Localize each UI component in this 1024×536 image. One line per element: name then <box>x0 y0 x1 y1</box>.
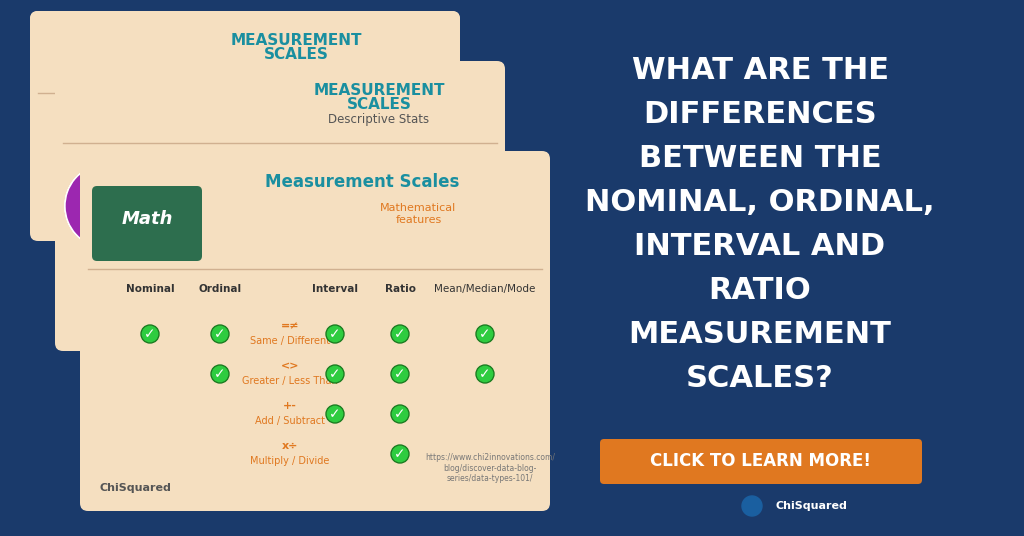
Text: ✓: ✓ <box>394 367 406 381</box>
FancyBboxPatch shape <box>30 11 460 241</box>
Circle shape <box>391 405 409 423</box>
Text: ✓: ✓ <box>214 327 225 341</box>
Circle shape <box>326 325 344 343</box>
Text: Descriptive Stats: Descriptive Stats <box>329 113 429 126</box>
Text: WHAT ARE THE: WHAT ARE THE <box>632 56 889 85</box>
Circle shape <box>326 365 344 383</box>
Circle shape <box>476 325 494 343</box>
Text: Nominal: Nominal <box>126 284 174 294</box>
Wedge shape <box>65 164 106 230</box>
Circle shape <box>742 496 762 516</box>
Text: ChiSquared: ChiSquared <box>775 501 847 511</box>
Text: RATIO: RATIO <box>709 276 811 305</box>
Wedge shape <box>67 164 150 248</box>
Text: SCALES: SCALES <box>264 47 329 62</box>
Text: <>: <> <box>281 361 299 371</box>
Text: Nominal: Nominal <box>227 159 273 169</box>
Text: ✓: ✓ <box>479 367 490 381</box>
Circle shape <box>392 366 408 382</box>
Circle shape <box>212 326 227 341</box>
Circle shape <box>328 326 343 341</box>
Circle shape <box>477 366 493 382</box>
Circle shape <box>212 366 227 382</box>
Text: Interval & Ratio: Interval & Ratio <box>288 111 375 121</box>
FancyBboxPatch shape <box>92 186 202 261</box>
Text: Ordinal: Ordinal <box>290 159 331 169</box>
Circle shape <box>391 445 409 463</box>
FancyBboxPatch shape <box>600 439 922 484</box>
Text: BETWEEN THE: BETWEEN THE <box>639 144 882 173</box>
Text: Math: Math <box>121 210 173 227</box>
Text: Same / Different: Same / Different <box>250 336 330 346</box>
Text: x÷: x÷ <box>282 441 298 451</box>
Circle shape <box>142 326 158 341</box>
Circle shape <box>328 366 343 382</box>
Text: Multiply / Divide: Multiply / Divide <box>250 456 330 466</box>
Circle shape <box>211 365 229 383</box>
Text: SCALES?: SCALES? <box>686 364 834 393</box>
Text: Mean/Median/Mode: Mean/Median/Mode <box>434 284 536 294</box>
Text: Mathematical
features: Mathematical features <box>380 203 457 225</box>
Text: ✓: ✓ <box>144 327 156 341</box>
Circle shape <box>211 325 229 343</box>
Text: Ordinal: Ordinal <box>199 284 242 294</box>
Text: CLICK TO LEARN MORE!: CLICK TO LEARN MORE! <box>650 451 871 470</box>
Circle shape <box>328 406 343 422</box>
Circle shape <box>391 365 409 383</box>
Circle shape <box>392 406 408 422</box>
Text: SCALES: SCALES <box>346 97 412 112</box>
Circle shape <box>141 325 159 343</box>
FancyBboxPatch shape <box>30 11 460 91</box>
Text: Greater / Less Than: Greater / Less Than <box>242 376 338 386</box>
FancyBboxPatch shape <box>55 61 505 351</box>
Text: ✓: ✓ <box>214 367 225 381</box>
Text: MEASUREMENT: MEASUREMENT <box>230 33 362 48</box>
Text: NOMINAL, ORDINAL,: NOMINAL, ORDINAL, <box>585 188 935 217</box>
Text: ✓: ✓ <box>330 407 341 421</box>
Text: MEASUREMENT: MEASUREMENT <box>313 83 444 98</box>
Text: ✓: ✓ <box>479 327 490 341</box>
Text: Ratio: Ratio <box>384 284 416 294</box>
Circle shape <box>392 326 408 341</box>
Text: ✓: ✓ <box>394 327 406 341</box>
Text: DIFFERENCES: DIFFERENCES <box>643 100 877 129</box>
Circle shape <box>391 325 409 343</box>
Wedge shape <box>65 164 150 248</box>
Text: Pie Chart: Pie Chart <box>83 258 131 268</box>
Text: Graphs: Graphs <box>275 63 317 76</box>
Text: Measurement Scales: Measurement Scales <box>265 173 459 191</box>
Text: Interval: Interval <box>388 159 431 169</box>
Circle shape <box>326 405 344 423</box>
Text: ✓: ✓ <box>330 327 341 341</box>
Wedge shape <box>65 164 150 248</box>
Circle shape <box>477 326 493 341</box>
Text: Interval: Interval <box>312 284 358 294</box>
Circle shape <box>476 365 494 383</box>
Text: Ratio: Ratio <box>456 159 484 169</box>
Text: ✓: ✓ <box>394 447 406 461</box>
Text: +-: +- <box>283 401 297 411</box>
Text: INTERVAL AND: INTERVAL AND <box>635 232 886 261</box>
Text: ✓: ✓ <box>394 407 406 421</box>
Circle shape <box>392 446 408 461</box>
Text: Add / Subtract: Add / Subtract <box>255 416 325 426</box>
Text: Nominal & Ordinal: Nominal & Ordinal <box>74 111 176 121</box>
FancyBboxPatch shape <box>80 151 550 511</box>
Text: https://www.chi2innovations.com/
blog/discover-data-blog-
series/data-types-101/: https://www.chi2innovations.com/ blog/di… <box>425 453 555 483</box>
Text: ChiSquared: ChiSquared <box>99 483 171 493</box>
Text: =≠: =≠ <box>281 321 299 331</box>
Text: ✓: ✓ <box>330 367 341 381</box>
Text: MEASUREMENT: MEASUREMENT <box>629 320 892 349</box>
